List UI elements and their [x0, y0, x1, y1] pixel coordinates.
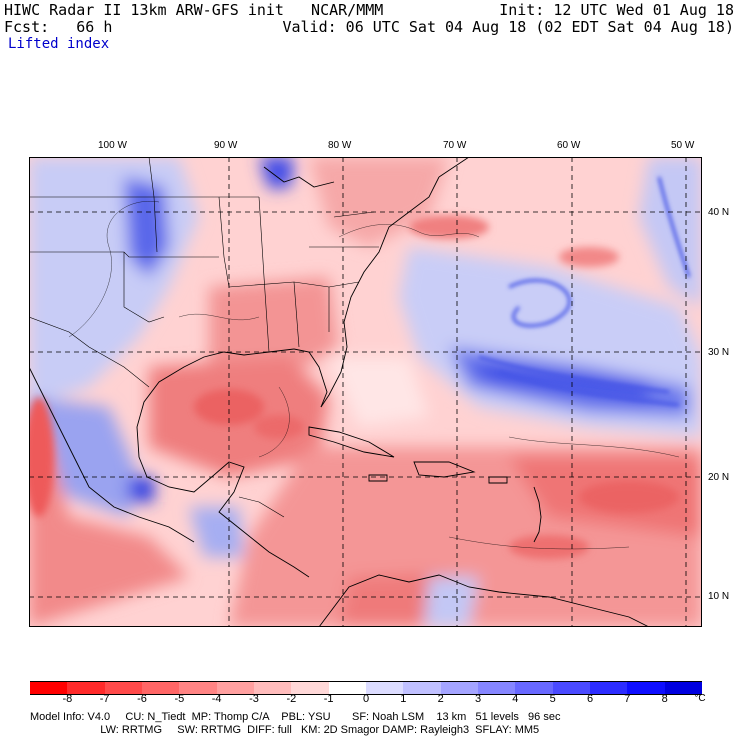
colorbar-tick-label: -4: [211, 693, 222, 705]
colorbar-swatch: [478, 681, 516, 695]
init-time: Init: 12 UTC Wed 01 Aug 18: [499, 1, 734, 19]
colorbar-tick-label: -3: [249, 693, 259, 705]
colorbar-swatch: [590, 681, 628, 695]
colorbar-tick-label: 7: [624, 693, 631, 705]
warm-blobs: [29, 215, 679, 559]
state-borders: [29, 157, 379, 518]
lon-label-100w: 100 W: [98, 140, 127, 151]
colorbar-swatch: [216, 681, 255, 695]
colorbar-swatch: [403, 681, 442, 695]
colorbar-tick-label: 8: [661, 693, 668, 705]
colorbar-swatch: [328, 681, 367, 695]
colorbar-swatch: [142, 681, 180, 695]
colorbar-tick-label: 1: [400, 693, 407, 705]
colorbar-swatch: [104, 681, 143, 695]
colorbar-swatch: [67, 681, 106, 695]
colorbar-tick-label: -6: [137, 693, 147, 705]
lon-label-80w: 80 W: [328, 140, 352, 151]
colorbar-swatch: [440, 681, 479, 695]
colorbar-tick-label: 6: [586, 693, 594, 705]
colorbar-swatch: [179, 681, 218, 695]
colorbar-tick-label: -2: [286, 693, 297, 705]
map-frame: [29, 157, 702, 627]
colorbar-swatch: [627, 681, 666, 695]
lat-label-30n: 30 N: [708, 347, 730, 358]
colorbar-unit: °C: [694, 693, 706, 704]
cool-streaks: [478, 176, 691, 407]
colorbar-swatch: [30, 681, 68, 695]
field-name: Lifted index: [8, 36, 110, 52]
colorbar-swatch: [254, 681, 292, 695]
lat-label-10n: 10 N: [708, 591, 730, 602]
colorbar-tick-label: 4: [512, 693, 519, 705]
colorbar-tick-label: -1: [323, 693, 334, 705]
colorbar-tick-label: 0: [362, 693, 370, 705]
model-info-line1: Model Info: V4.0 CU: N_Tiedt MP: Thomp C…: [30, 711, 561, 723]
colorbar-swatch: [515, 681, 554, 695]
colorbar-tick-label: -8: [62, 693, 73, 705]
colorbar-tick-label: 5: [549, 693, 556, 705]
colorbar-tick-label: 3: [474, 693, 482, 705]
colorbar-swatch: [291, 681, 330, 695]
colorbar-swatch: [664, 681, 703, 695]
colorbar-tick-label: 2: [437, 693, 444, 705]
contours: [68, 200, 680, 550]
colorbar-tick-label: -5: [174, 693, 185, 705]
coastlines: [29, 157, 650, 627]
lifted-index-map: [29, 157, 702, 627]
lon-label-70w: 70 W: [443, 140, 467, 151]
lat-label-40n: 40 N: [708, 207, 730, 218]
lon-label-60w: 60 W: [557, 140, 581, 151]
colorbar-tick-label: -7: [99, 693, 110, 705]
lat-label-20n: 20 N: [708, 472, 730, 483]
model-info-line2: LW: RRTMG SW: RRTMG DIFF: full KM: 2D Sm…: [30, 724, 540, 736]
valid-time: Valid: 06 UTC Sat 04 Aug 18 (02 EDT Sat …: [282, 18, 734, 36]
lon-label-90w: 90 W: [214, 140, 238, 151]
forecast-hour: Fcst: 66 h: [4, 18, 113, 36]
lon-label-50w: 50 W: [671, 140, 695, 151]
colorbar-swatch: [552, 681, 591, 695]
lat-lon-grid: [29, 157, 702, 627]
model-title: HIWC Radar II 13km ARW-GFS init NCAR/MMM: [4, 1, 384, 19]
colorbar-swatch: [366, 681, 404, 695]
